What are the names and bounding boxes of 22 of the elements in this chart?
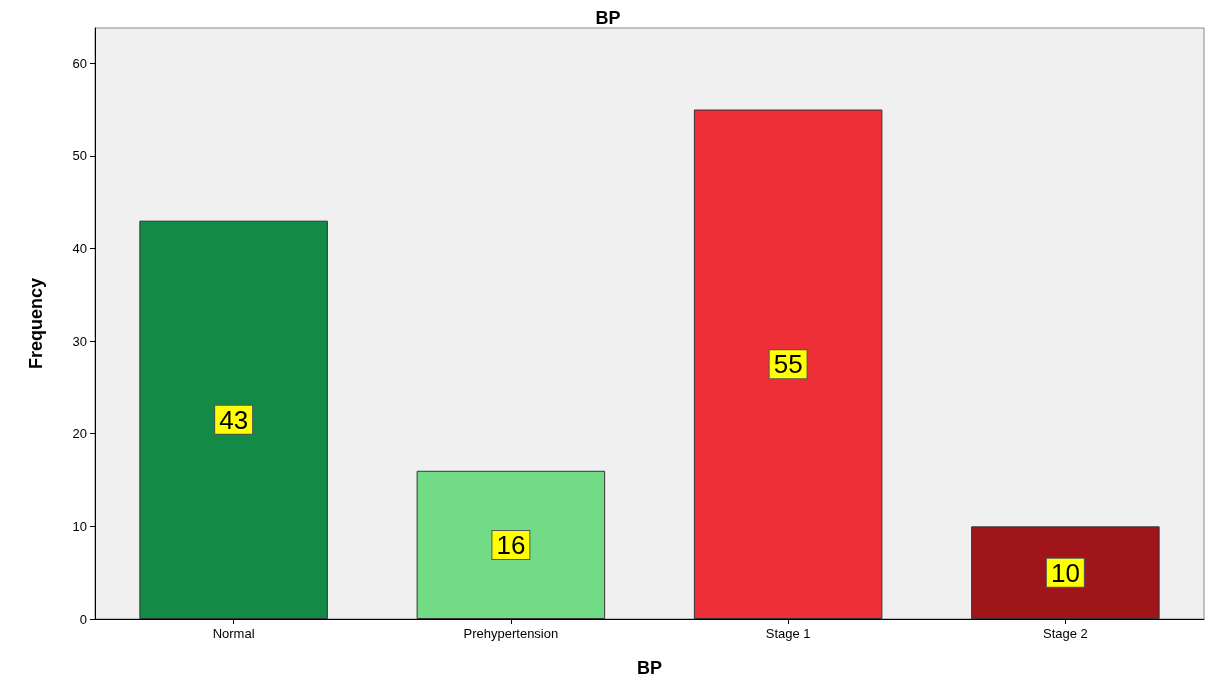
y-tick-label: 20 (72, 426, 87, 442)
y-tick-label: 30 (72, 333, 87, 349)
data-label: 16 (496, 529, 526, 560)
y-tick-label: 60 (72, 55, 87, 71)
x-tick-label: Normal (212, 626, 255, 641)
data-label: 43 (219, 404, 249, 435)
x-tick-label: Stage 1 (765, 626, 811, 641)
y-tick-label: 40 (72, 240, 87, 256)
bar (416, 470, 606, 619)
data-label: 55 (773, 349, 803, 380)
y-tick-label: 0 (79, 611, 87, 627)
x-tick-label: Stage 2 (1042, 626, 1088, 641)
data-label: 10 (1050, 557, 1080, 588)
y-tick-label: 10 (72, 518, 87, 534)
y-axis-title: Frequency (26, 277, 46, 370)
bar (693, 109, 883, 619)
bar (971, 526, 1160, 619)
x-tick-label: Prehypertension (463, 626, 559, 641)
y-tick-label: 50 (72, 148, 87, 164)
bar (139, 220, 328, 619)
chart-title: BP (595, 8, 621, 28)
x-axis-title: BP (636, 658, 663, 678)
